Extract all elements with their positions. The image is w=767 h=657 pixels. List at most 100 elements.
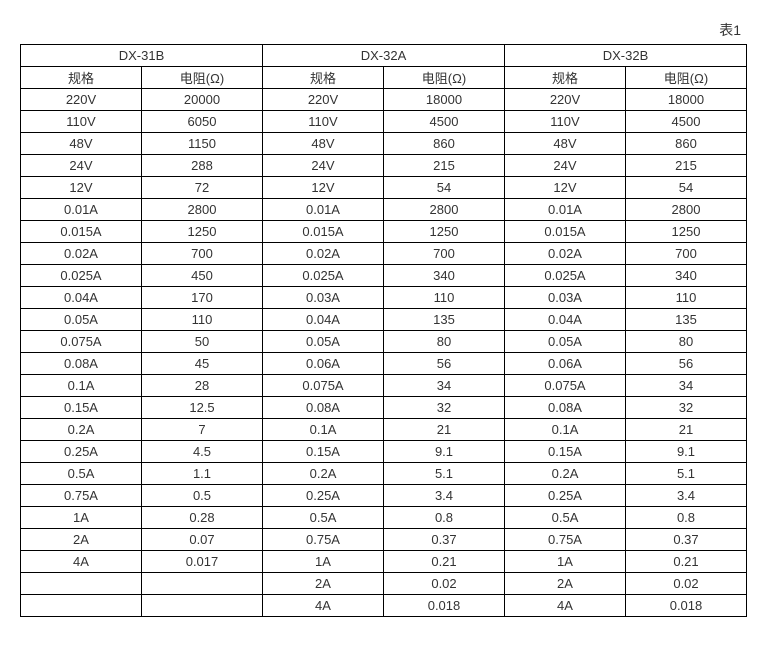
table-cell: 0.04A (263, 309, 384, 331)
table-cell: 54 (384, 177, 505, 199)
table-row: 0.5A1.10.2A5.10.2A5.1 (21, 463, 747, 485)
table-cell: 28 (142, 375, 263, 397)
table-cell: 3.4 (626, 485, 747, 507)
table-row: 0.025A4500.025A3400.025A340 (21, 265, 747, 287)
table-cell: 0.015A (263, 221, 384, 243)
table-cell: 80 (384, 331, 505, 353)
table-cell: 1150 (142, 133, 263, 155)
table-cell: 0.03A (263, 287, 384, 309)
table-cell: 0.017 (142, 551, 263, 573)
resistance-table: DX-31B DX-32A DX-32B 规格 电阻(Ω) 规格 电阻(Ω) 规… (20, 44, 747, 617)
table-cell: 48V (505, 133, 626, 155)
table-cell: 0.02A (505, 243, 626, 265)
table-cell: 0.075A (505, 375, 626, 397)
table-cell: 2800 (626, 199, 747, 221)
subheader-spec-1: 规格 (263, 67, 384, 89)
table-row: 12V7212V5412V54 (21, 177, 747, 199)
table-cell: 2A (21, 529, 142, 551)
table-cell: 24V (263, 155, 384, 177)
table-row: 0.02A7000.02A7000.02A700 (21, 243, 747, 265)
sub-header-row: 规格 电阻(Ω) 规格 电阻(Ω) 规格 电阻(Ω) (21, 67, 747, 89)
table-cell: 860 (384, 133, 505, 155)
table-cell: 50 (142, 331, 263, 353)
table-row: 0.15A12.50.08A320.08A32 (21, 397, 747, 419)
table-cell: 18000 (626, 89, 747, 111)
table-cell: 0.15A (505, 441, 626, 463)
table-cell: 0.37 (384, 529, 505, 551)
table-cell: 0.02A (263, 243, 384, 265)
table-cell: 0.015A (21, 221, 142, 243)
table-cell: 9.1 (384, 441, 505, 463)
table-cell: 7 (142, 419, 263, 441)
table-cell: 135 (626, 309, 747, 331)
table-row: 110V6050110V4500110V4500 (21, 111, 747, 133)
table-cell: 0.08A (21, 353, 142, 375)
table-cell: 215 (626, 155, 747, 177)
table-caption: 表1 (20, 20, 747, 40)
table-row: 0.04A1700.03A1100.03A110 (21, 287, 747, 309)
table-cell: 1A (263, 551, 384, 573)
table-cell: 1A (505, 551, 626, 573)
table-cell: 0.03A (505, 287, 626, 309)
table-cell: 0.25A (505, 485, 626, 507)
table-cell: 0.28 (142, 507, 263, 529)
table-cell: 0.05A (263, 331, 384, 353)
table-cell: 20000 (142, 89, 263, 111)
table-cell: 0.8 (384, 507, 505, 529)
table-cell: 0.5A (505, 507, 626, 529)
table-cell: 0.37 (626, 529, 747, 551)
table-cell: 340 (384, 265, 505, 287)
table-cell: 0.75A (263, 529, 384, 551)
table-cell: 72 (142, 177, 263, 199)
table-cell: 110V (505, 111, 626, 133)
table-cell: 0.5A (263, 507, 384, 529)
table-cell: 4A (505, 595, 626, 617)
table-row: 220V20000220V18000220V18000 (21, 89, 747, 111)
table-cell: 220V (21, 89, 142, 111)
table-cell: 0.025A (505, 265, 626, 287)
table-cell: 700 (142, 243, 263, 265)
table-cell: 0.75A (505, 529, 626, 551)
table-cell: 0.2A (21, 419, 142, 441)
table-cell: 0.08A (263, 397, 384, 419)
table-cell: 0.1A (505, 419, 626, 441)
table-row: 0.075A500.05A800.05A80 (21, 331, 747, 353)
table-cell: 110 (142, 309, 263, 331)
table-cell: 0.25A (21, 441, 142, 463)
table-cell: 1.1 (142, 463, 263, 485)
table-cell: 0.075A (263, 375, 384, 397)
table-cell: 6050 (142, 111, 263, 133)
table-cell: 21 (626, 419, 747, 441)
table-cell: 2800 (142, 199, 263, 221)
table-cell: 1250 (384, 221, 505, 243)
group-header-2: DX-32B (505, 45, 747, 67)
subheader-spec-2: 规格 (505, 67, 626, 89)
table-cell: 12V (263, 177, 384, 199)
table-cell: 56 (384, 353, 505, 375)
subheader-res-2: 电阻(Ω) (626, 67, 747, 89)
table-cell (21, 595, 142, 617)
table-cell: 1250 (626, 221, 747, 243)
table-cell: 56 (626, 353, 747, 375)
table-cell: 0.02 (384, 573, 505, 595)
table-cell: 0.01A (21, 199, 142, 221)
table-cell: 0.015A (505, 221, 626, 243)
table-cell: 0.04A (21, 287, 142, 309)
table-cell: 21 (384, 419, 505, 441)
table-cell (142, 573, 263, 595)
table-row: 2A0.070.75A0.370.75A0.37 (21, 529, 747, 551)
table-cell: 34 (626, 375, 747, 397)
table-row: 24V28824V21524V215 (21, 155, 747, 177)
subheader-res-1: 电阻(Ω) (384, 67, 505, 89)
table-cell: 2A (263, 573, 384, 595)
table-cell: 220V (263, 89, 384, 111)
table-cell: 12V (21, 177, 142, 199)
table-row: 0.1A280.075A340.075A34 (21, 375, 747, 397)
table-cell: 110V (263, 111, 384, 133)
table-cell: 0.025A (21, 265, 142, 287)
table-cell: 700 (626, 243, 747, 265)
group-header-1: DX-32A (263, 45, 505, 67)
table-cell (142, 595, 263, 617)
table-cell: 5.1 (384, 463, 505, 485)
table-cell: 860 (626, 133, 747, 155)
